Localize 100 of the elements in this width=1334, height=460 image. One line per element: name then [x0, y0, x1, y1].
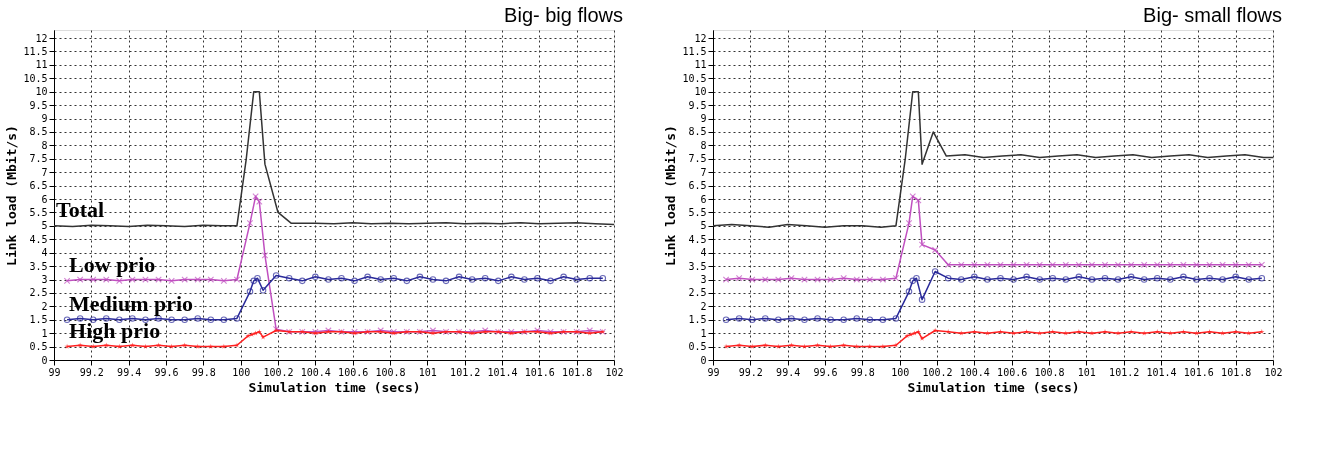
- x-tick-label: 100.8: [375, 366, 406, 378]
- point: [1167, 330, 1173, 336]
- y-tick-label: 12: [35, 32, 48, 44]
- point: [909, 277, 917, 285]
- point: [1063, 330, 1069, 336]
- x-tick-label: 100: [891, 366, 910, 378]
- point: [181, 276, 188, 283]
- point: [775, 316, 782, 324]
- x-tick-label: 100.2: [263, 366, 294, 378]
- y-tick-label: 12: [694, 32, 707, 44]
- point: [253, 330, 259, 336]
- y-tick-label: 4.5: [688, 233, 707, 245]
- point: [1140, 276, 1148, 283]
- point: [1153, 274, 1161, 282]
- x-tick-label: 101: [418, 366, 437, 378]
- point: [168, 277, 175, 285]
- point: [338, 274, 345, 282]
- point: [194, 315, 202, 322]
- y-tick-label: 5: [700, 220, 707, 232]
- point: [220, 316, 228, 324]
- point: [814, 315, 821, 322]
- point: [788, 315, 795, 322]
- y-tick-label: 6: [700, 193, 707, 205]
- x-tick-label: 99: [707, 366, 720, 378]
- point: [169, 343, 175, 349]
- point: [827, 276, 834, 283]
- point: [547, 277, 554, 285]
- point: [1232, 261, 1239, 269]
- point: [1101, 261, 1109, 269]
- point: [762, 342, 768, 348]
- point: [245, 333, 251, 339]
- point: [1180, 273, 1187, 281]
- point: [455, 273, 463, 281]
- point: [866, 276, 874, 283]
- x-tick-label: 100.2: [922, 366, 953, 378]
- y-tick-label: 5.5: [29, 206, 48, 218]
- point: [481, 274, 489, 282]
- y-tick-label: 4: [700, 247, 707, 259]
- y-tick-label: 9.5: [29, 99, 48, 111]
- point: [1193, 276, 1200, 283]
- x-tick-label: 99.6: [154, 366, 179, 378]
- point: [971, 329, 977, 335]
- point: [325, 276, 332, 283]
- y-tick-label: 9: [41, 113, 48, 125]
- y-tick-label: 10.5: [682, 72, 707, 84]
- x-tick-label: 99.4: [117, 366, 142, 378]
- point: [1076, 329, 1082, 335]
- point: [866, 316, 874, 324]
- y-tick-label: 8.5: [688, 126, 707, 138]
- point: [129, 315, 136, 322]
- point: [233, 315, 241, 322]
- point: [194, 276, 202, 283]
- chart-title: Big- small flows: [1143, 4, 1283, 26]
- point: [260, 334, 266, 340]
- point: [220, 277, 228, 285]
- point: [892, 274, 900, 282]
- y-tick-label: 2.5: [29, 287, 48, 299]
- point: [971, 273, 978, 281]
- x-tick-label: 101.6: [524, 366, 555, 378]
- series-label: Medium prio: [69, 290, 194, 316]
- x-tick-label: 99.2: [79, 366, 104, 378]
- point: [63, 277, 71, 285]
- point: [944, 274, 952, 282]
- point: [89, 276, 97, 283]
- point: [775, 276, 782, 283]
- y-axis-title: Link load (Mbit/s): [663, 125, 679, 266]
- y-tick-label: 9.5: [688, 99, 707, 111]
- y-tick-label: 1.5: [29, 314, 48, 326]
- x-tick-label: 101.8: [562, 366, 593, 378]
- x-tick-label: 100.4: [300, 366, 331, 378]
- x-tick-label: 99.2: [738, 366, 763, 378]
- point: [913, 274, 920, 282]
- point: [840, 274, 847, 282]
- point: [997, 274, 1004, 282]
- point: [521, 276, 528, 283]
- point: [246, 288, 254, 295]
- point: [234, 342, 240, 348]
- point: [1180, 261, 1187, 269]
- y-tick-label: 2: [700, 300, 707, 312]
- point: [181, 316, 188, 324]
- x-tick-label: 101.4: [487, 366, 518, 378]
- y-tick-label: 11.5: [23, 45, 48, 57]
- x-tick-label: 100.6: [997, 366, 1028, 378]
- x-axis-title: Simulation time (secs): [248, 379, 421, 395]
- point: [905, 219, 913, 227]
- y-tick-label: 8.5: [29, 126, 48, 138]
- point: [116, 343, 122, 349]
- point: [840, 316, 847, 324]
- point: [918, 241, 926, 248]
- y-tick-label: 8: [700, 139, 707, 151]
- point: [853, 276, 861, 283]
- point: [736, 342, 742, 348]
- point: [560, 273, 567, 281]
- point: [761, 276, 769, 283]
- y-tick-label: 6.5: [29, 180, 48, 192]
- point: [1049, 274, 1057, 282]
- point: [1010, 261, 1017, 269]
- point: [116, 316, 123, 324]
- point: [207, 316, 215, 324]
- point: [984, 261, 991, 269]
